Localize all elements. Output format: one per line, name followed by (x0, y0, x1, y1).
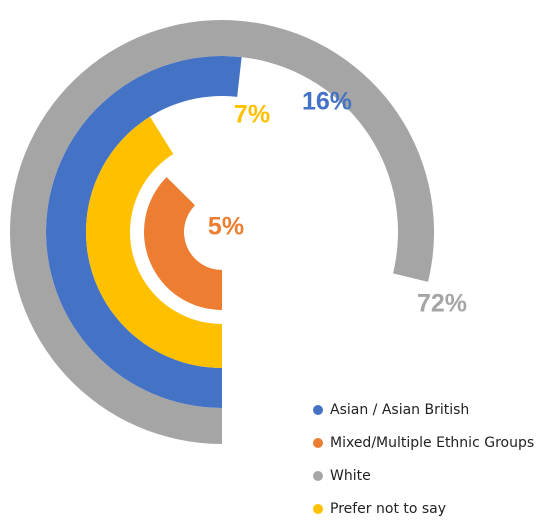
radial-bar (143, 177, 222, 310)
radial-bar (46, 56, 242, 409)
legend-label: Mixed/Multiple Ethnic Groups (330, 435, 534, 451)
value-label: 72% (417, 290, 467, 318)
legend-label: Prefer not to say (330, 501, 446, 517)
value-label: 5% (208, 213, 244, 241)
legend-marker (313, 438, 323, 448)
legend-label: Asian / Asian British (330, 402, 469, 418)
legend-marker (313, 471, 323, 481)
legend-label: White (330, 468, 371, 484)
value-label: 16% (302, 88, 352, 116)
legend-marker (313, 504, 323, 514)
legend-marker (313, 405, 323, 415)
value-label: 7% (234, 101, 270, 129)
radial-bar (86, 116, 222, 368)
